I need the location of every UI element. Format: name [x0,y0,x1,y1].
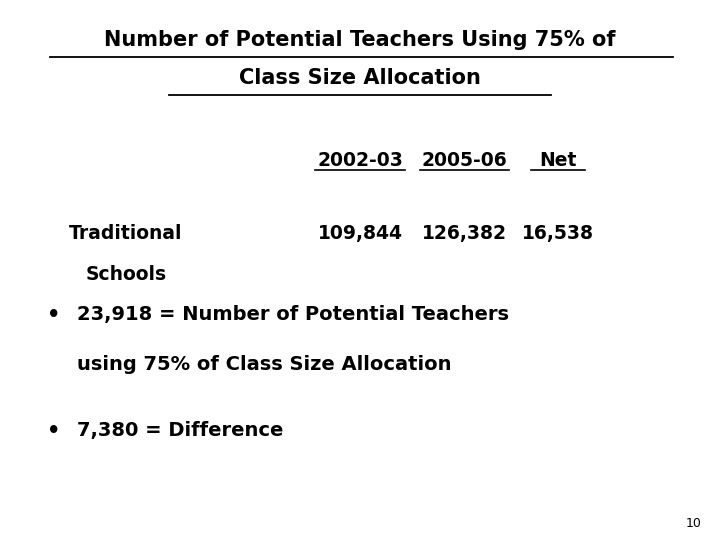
Text: 109,844: 109,844 [318,224,402,243]
Text: Net: Net [539,151,577,170]
Text: •: • [47,305,60,325]
Text: 7,380 = Difference: 7,380 = Difference [77,421,284,440]
Text: Number of Potential Teachers Using 75% of: Number of Potential Teachers Using 75% o… [104,30,616,50]
Text: 10: 10 [686,517,702,530]
Text: using 75% of Class Size Allocation: using 75% of Class Size Allocation [77,355,451,374]
Text: 2005-06: 2005-06 [421,151,508,170]
Text: 23,918 = Number of Potential Teachers: 23,918 = Number of Potential Teachers [77,305,509,324]
Text: 16,538: 16,538 [522,224,594,243]
Text: Traditional: Traditional [69,224,183,243]
Text: Schools: Schools [86,265,166,284]
Text: •: • [47,421,60,441]
Text: 126,382: 126,382 [422,224,507,243]
Text: 2002-03: 2002-03 [317,151,403,170]
Text: Class Size Allocation: Class Size Allocation [239,68,481,87]
